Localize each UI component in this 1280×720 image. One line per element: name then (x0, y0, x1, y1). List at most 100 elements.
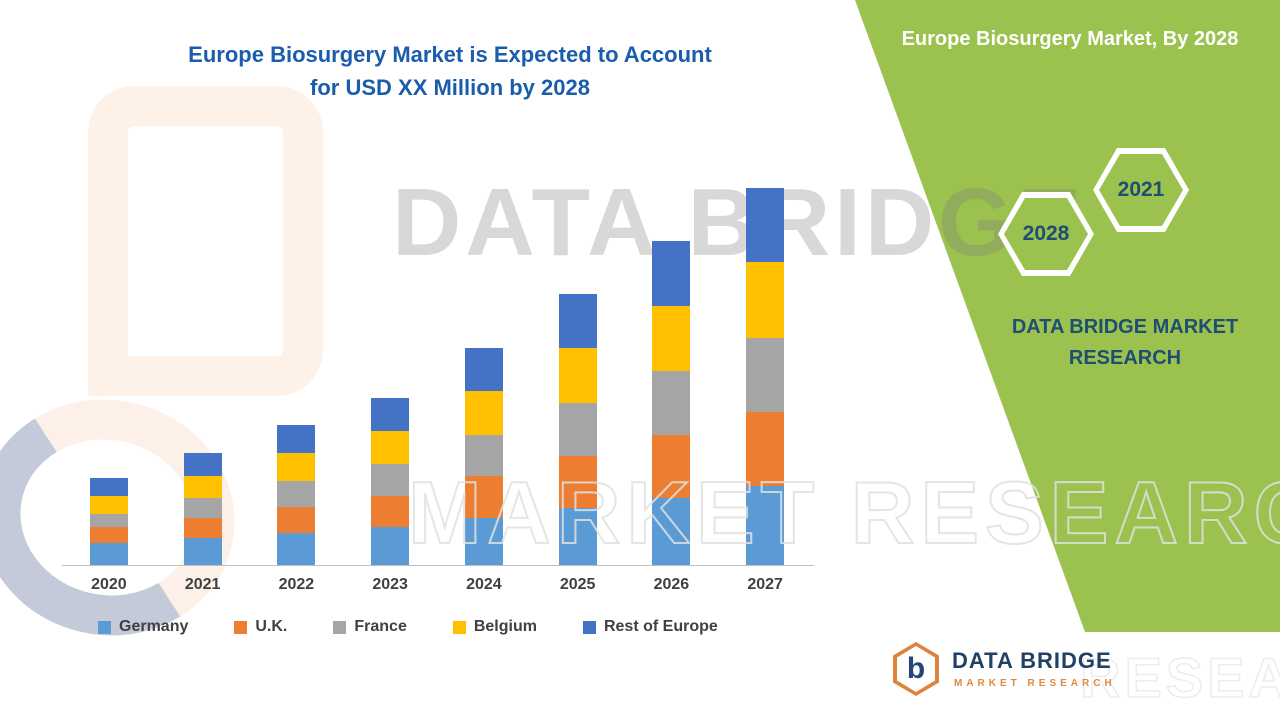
bar-column-2022 (250, 170, 344, 565)
hexagon-badge-2028-fill (1004, 198, 1088, 270)
side-panel-brand-line2: RESEARCH (1068, 347, 1182, 369)
x-axis-label-2027: 2027 (747, 576, 783, 593)
x-axis-line (62, 565, 814, 566)
x-axis-labels: 2020 2021 2022 2023 2024 2025 2026 2027 (62, 576, 812, 594)
bar-column-2021 (156, 170, 250, 565)
bar-segment-2021-france (183, 497, 222, 518)
side-panel-brand-line1: DATA BRIDGE MARKET (1011, 316, 1239, 338)
bar-segment-2025-rest-of-europe (558, 294, 597, 348)
bar-segment-2022-belgium (277, 453, 316, 482)
bar-column-2025 (531, 170, 625, 565)
bar-segment-2026-u-k- (652, 434, 691, 498)
bar-segment-2022-france (277, 481, 316, 507)
bar-stack-2027 (746, 187, 785, 565)
bar-segment-2027-belgium (746, 261, 785, 338)
legend-label: Rest of Europe (603, 618, 718, 635)
bar-segment-2024-belgium (464, 391, 503, 435)
bar-segment-2023-belgium (371, 430, 410, 465)
legend-label: France (354, 618, 407, 635)
bar-segment-2021-germany (183, 538, 222, 565)
chart-title-line2: for USD XX Million by 2028 (310, 75, 590, 100)
bar-stack-2026 (652, 241, 691, 565)
bar-segment-2020-germany (89, 543, 128, 565)
hexagon-badge-2028: 2028 (998, 192, 1094, 276)
databridge-logo-icon-fill (897, 646, 935, 692)
databridge-logo-monogram: b (906, 652, 926, 685)
legend-item-rest-of-europe: Rest of Europe (582, 618, 718, 636)
bar-segment-2026-rest-of-europe (652, 241, 691, 307)
x-axis-label-2022: 2022 (278, 576, 315, 593)
bar-segment-2024-rest-of-europe (464, 347, 503, 392)
x-axis-label-2025: 2025 (559, 576, 596, 593)
bar-segment-2023-u-k- (371, 495, 410, 528)
bar-segment-2020-rest-of-europe (89, 478, 128, 496)
x-axis-label-2020: 2020 (91, 576, 127, 593)
legend-swatch-icon (582, 620, 596, 634)
bar-stack-2023 (371, 398, 410, 565)
footer-logo-subtitle: MARKET RESEARCH (954, 678, 1116, 689)
chart-legend: Germany U.K. France Belgium Rest of Europe (98, 618, 798, 636)
bar-column-2024 (437, 170, 531, 565)
bar-segment-2025-belgium (558, 347, 597, 404)
side-panel-title: Europe Biosurgery Market, By 2028 (901, 28, 1239, 50)
footer-logo-name: DATA BRIDGE (952, 648, 1112, 673)
bar-stack-2022 (277, 424, 316, 565)
bar-segment-2023-germany (371, 527, 410, 565)
legend-item-belgium: Belgium (452, 618, 537, 636)
x-axis-label-2021: 2021 (184, 576, 221, 593)
bar-segment-2022-rest-of-europe (277, 424, 316, 454)
hexagon-badge-2021: 2021 (1093, 148, 1189, 232)
bar-segment-2025-germany (558, 507, 597, 565)
x-axis-label-2026: 2026 (653, 576, 690, 593)
bar-segment-2026-germany (652, 497, 691, 565)
legend-swatch-icon (333, 620, 347, 634)
bar-segment-2020-u-k- (89, 527, 128, 544)
hexagon-badge-2021-label: 2021 (1117, 178, 1165, 201)
logo-watermark-bar (88, 86, 323, 396)
legend-label: U.K. (255, 618, 288, 635)
bar-segment-2021-rest-of-europe (183, 453, 222, 477)
hexagon-badge-2028-label: 2028 (1022, 222, 1070, 245)
databridge-logo-icon: b (893, 642, 939, 696)
chart-title: Europe Biosurgery Market is Expected to … (90, 38, 810, 104)
x-axis-label-2024: 2024 (466, 576, 502, 593)
stacked-bar-chart (62, 170, 812, 565)
bar-segment-2021-belgium (183, 476, 222, 498)
bar-segment-2024-u-k- (464, 476, 503, 518)
bar-segment-2027-rest-of-europe (746, 187, 785, 262)
bar-segment-2020-belgium (89, 495, 128, 514)
side-panel-brand: DATA BRIDGE MARKET RESEARCH (975, 312, 1275, 374)
legend-swatch-icon (452, 620, 466, 634)
bar-segment-2025-u-k- (558, 456, 597, 508)
watermark-text-databridge: DATA BRIDGE (392, 169, 1085, 276)
legend-swatch-icon (98, 620, 111, 634)
bar-stack-2020 (89, 478, 128, 565)
bar-segment-2026-france (652, 371, 691, 435)
chart-title-line1: Europe Biosurgery Market is Expected to … (188, 42, 712, 67)
bar-segment-2022-u-k- (277, 506, 316, 534)
legend-item-u-k-: U.K. (234, 618, 287, 636)
legend-item-germany: Germany (98, 618, 188, 636)
x-axis-label-2023: 2023 (372, 576, 408, 593)
bar-segment-2027-u-k- (746, 411, 785, 486)
bar-column-2026 (625, 170, 719, 565)
bar-segment-2022-germany (277, 533, 316, 565)
legend-label: Belgium (473, 618, 537, 635)
legend-swatch-icon (234, 620, 248, 634)
legend-item-france: France (333, 618, 407, 636)
bar-column-2020 (62, 170, 156, 565)
bar-column-2023 (343, 170, 437, 565)
bar-segment-2027-germany (746, 486, 785, 565)
bar-stack-2025 (558, 294, 597, 565)
hexagon-badge-2021-fill (1099, 154, 1183, 226)
bar-segment-2025-france (558, 403, 597, 457)
bar-segment-2026-belgium (652, 306, 691, 372)
bar-stack-2024 (464, 347, 503, 565)
bar-segment-2027-france (746, 337, 785, 412)
bar-stack-2021 (183, 453, 222, 565)
bar-segment-2024-germany (464, 517, 503, 565)
bar-segment-2024-france (464, 434, 503, 477)
bar-segment-2021-u-k- (183, 517, 222, 539)
legend-label: Germany (119, 618, 189, 635)
